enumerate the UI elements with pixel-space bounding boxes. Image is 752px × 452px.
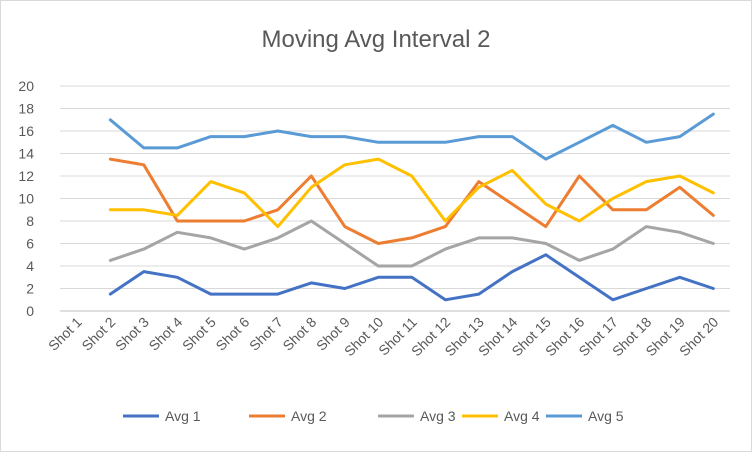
legend-label-1: Avg 1	[165, 408, 201, 424]
series-lines	[108, 112, 715, 302]
y-tick-label: 0	[26, 303, 34, 319]
y-tick-label: 10	[18, 191, 34, 207]
x-tick-label: Shot 2	[78, 314, 118, 354]
y-tick-label: 8	[26, 213, 34, 229]
x-tick-label: Shot 1	[45, 314, 85, 354]
series-line-3	[108, 219, 715, 268]
series-line-2	[108, 157, 715, 245]
y-tick-label: 4	[26, 258, 34, 274]
series-line-1	[108, 253, 715, 302]
series-line-4	[108, 157, 715, 229]
series-line-5	[108, 112, 715, 161]
y-tick-label: 6	[26, 236, 34, 252]
x-tick-label: Shot 6	[212, 314, 252, 354]
y-tick-label: 2	[26, 281, 34, 297]
x-tick-label: Shot 3	[112, 314, 152, 354]
x-tick-label: Shot 7	[246, 314, 286, 354]
y-tick-label: 18	[18, 101, 34, 117]
x-tick-label: Shot 5	[179, 314, 219, 354]
legend-label-3: Avg 3	[420, 408, 456, 424]
y-tick-label: 14	[18, 146, 34, 162]
legend-label-4: Avg 4	[504, 408, 540, 424]
x-tick-label: Shot 8	[279, 314, 319, 354]
y-tick-label: 20	[18, 78, 34, 94]
gridlines	[60, 85, 730, 312]
x-tick-label: Shot 4	[145, 314, 185, 354]
legend-label-2: Avg 2	[291, 408, 327, 424]
y-tick-label: 16	[18, 123, 34, 139]
chart-title: Moving Avg Interval 2	[261, 26, 491, 53]
legend-label-5: Avg 5	[588, 408, 624, 424]
legend: Avg 1 Avg 2 Avg 3 Avg 4 Avg 5	[123, 408, 624, 424]
y-axis-ticks: 0 2 4 6 8 10 12 14 16 18 20	[18, 78, 34, 319]
y-tick-label: 12	[18, 168, 34, 184]
